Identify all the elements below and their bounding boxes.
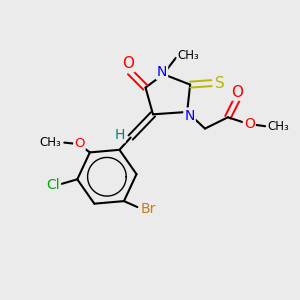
Text: N: N — [157, 65, 167, 79]
Text: H: H — [114, 128, 124, 142]
Text: Br: Br — [141, 202, 156, 215]
Text: S: S — [215, 76, 225, 91]
Text: O: O — [122, 56, 134, 71]
Text: O: O — [244, 117, 255, 131]
Text: CH₃: CH₃ — [267, 120, 289, 133]
Text: Cl: Cl — [46, 178, 60, 192]
Text: CH₃: CH₃ — [178, 49, 199, 62]
Text: O: O — [231, 85, 243, 100]
Text: CH₃: CH₃ — [39, 136, 61, 149]
Text: O: O — [74, 137, 85, 150]
Text: N: N — [184, 109, 195, 122]
